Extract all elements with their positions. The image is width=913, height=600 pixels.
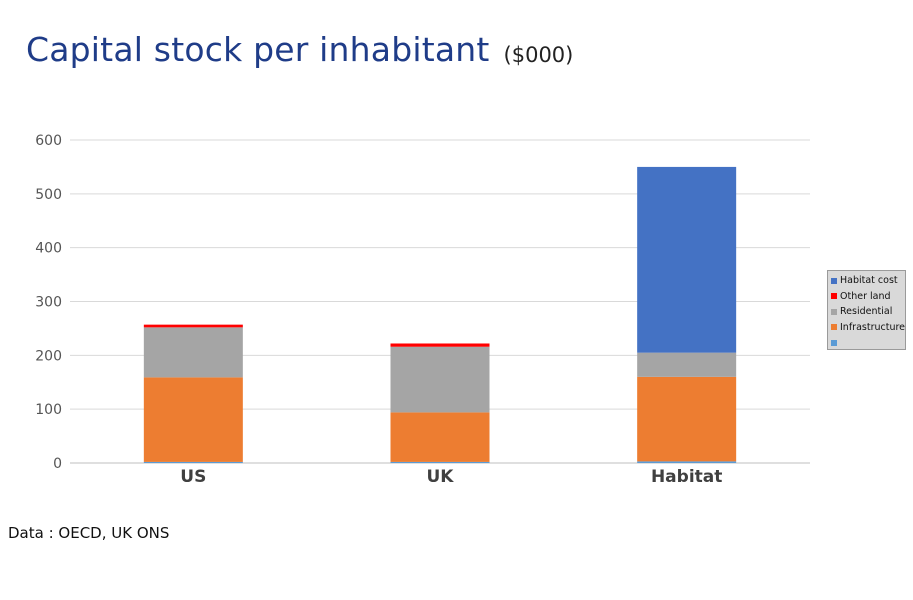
bar-segment-uk-residential <box>390 346 490 413</box>
bar-segment-us-other-land <box>143 324 243 328</box>
chart-title: Capital stock per inhabitant <box>26 30 490 69</box>
legend-swatch <box>831 293 837 300</box>
legend-swatch <box>831 308 837 315</box>
bar-segment-habitat-residential <box>637 352 737 377</box>
legend-label: Infrastructure <box>840 321 906 333</box>
y-tick-label: 400 <box>35 241 62 257</box>
x-category-label: Habitat <box>651 467 722 487</box>
x-category-label: UK <box>427 467 455 487</box>
y-tick-label: 200 <box>35 348 62 364</box>
bar-segment-uk-infrastructure <box>390 412 490 462</box>
x-category-label: US <box>180 467 206 487</box>
y-tick-label: 300 <box>35 295 62 311</box>
legend-swatch <box>831 324 837 331</box>
legend-label: Residential <box>840 306 893 318</box>
bar-segment-habitat-infrastructure <box>637 376 737 462</box>
y-tick-label: 0 <box>53 456 62 472</box>
y-tick-label: 500 <box>35 187 62 203</box>
legend-item: Habitat cost <box>831 273 905 289</box>
legend-swatch <box>831 277 837 284</box>
bar-segment-habitat-series-0 <box>637 461 737 463</box>
legend-item <box>831 335 905 351</box>
data-source-note: Data : OECD, UK ONS <box>8 524 170 542</box>
bar-segment-us-series-0 <box>143 461 243 463</box>
y-tick-label: 600 <box>35 133 62 149</box>
legend-item: Other land <box>831 289 905 305</box>
bar-segment-us-residential <box>143 327 243 378</box>
y-tick-label: 100 <box>35 402 62 418</box>
bar-segment-habitat-habitat-cost <box>637 166 737 353</box>
chart-subtitle: ($000) <box>503 43 574 67</box>
legend-item: Residential <box>831 304 905 320</box>
chart-legend: Habitat cost Other land Residential Infrast… <box>827 270 906 350</box>
legend-label: Other land <box>840 290 891 302</box>
bar-segment-uk-other-land <box>390 343 490 347</box>
bar-segment-uk-series-0 <box>390 461 490 463</box>
legend-item: Infrastructure <box>831 320 905 336</box>
chart-title-block: Capital stock per inhabitant ($000) <box>26 30 573 69</box>
legend-swatch <box>831 339 837 346</box>
legend-label: Habitat cost <box>840 275 898 287</box>
bar-segment-us-infrastructure <box>143 377 243 462</box>
